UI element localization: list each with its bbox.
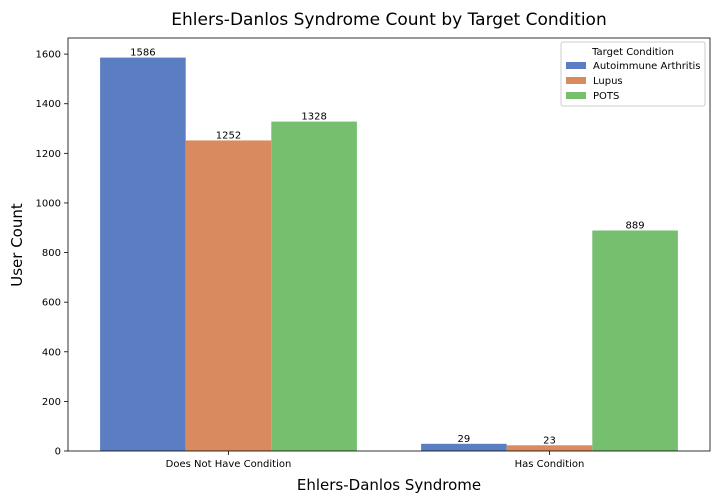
y-tick-label: 400 [42, 347, 61, 358]
y-tick-label: 1400 [36, 99, 61, 110]
x-tick-label: Does Not Have Condition [166, 459, 292, 470]
y-axis: 0 200 400 600 800 1000 1200 1400 1600 [36, 50, 68, 458]
y-tick-label: 600 [42, 298, 61, 309]
y-tick-label: 0 [55, 447, 61, 458]
data-label: 1252 [216, 130, 241, 141]
bar-autoimmune-arthritis-0 [100, 57, 186, 451]
legend-swatch [566, 62, 586, 69]
plot-frame [67, 37, 711, 452]
data-label: 889 [626, 220, 645, 231]
x-axis-label: Ehlers-Danlos Syndrome [297, 476, 481, 494]
y-tick-label: 1000 [36, 198, 61, 209]
y-tick-label: 800 [42, 248, 61, 259]
bars-group: 1586 29 1252 23 1328 889 [100, 48, 678, 451]
x-tick-label: Has Condition [515, 459, 585, 470]
chart-title: Ehlers-Danlos Syndrome Count by Target C… [171, 10, 606, 30]
y-tick-label: 1200 [36, 149, 61, 160]
data-label: 29 [458, 434, 471, 445]
legend-swatch [566, 92, 586, 99]
y-tick-label: 1600 [36, 50, 61, 61]
legend-label: Lupus [593, 76, 623, 87]
bar-autoimmune-arthritis-1 [421, 443, 507, 451]
y-tick-label: 200 [42, 397, 61, 408]
bar-lupus-1 [506, 445, 593, 451]
legend: Target Condition Autoimmune Arthritis Lup… [560, 41, 706, 107]
bar-pots-0 [271, 121, 357, 451]
bar-pots-1 [592, 230, 678, 451]
legend-swatch [566, 77, 586, 84]
legend-title: Target Condition [591, 47, 674, 58]
legend-label: Autoimmune Arthritis [593, 61, 701, 72]
data-label: 1328 [301, 112, 326, 123]
data-label: 1586 [130, 48, 155, 59]
legend-label: POTS [593, 91, 619, 102]
x-axis: Does Not Have Condition Has Condition [166, 451, 585, 470]
data-label: 23 [543, 435, 556, 446]
legend-box [560, 41, 706, 107]
bar-lupus-0 [185, 140, 272, 451]
y-axis-label: User Count [8, 203, 26, 287]
